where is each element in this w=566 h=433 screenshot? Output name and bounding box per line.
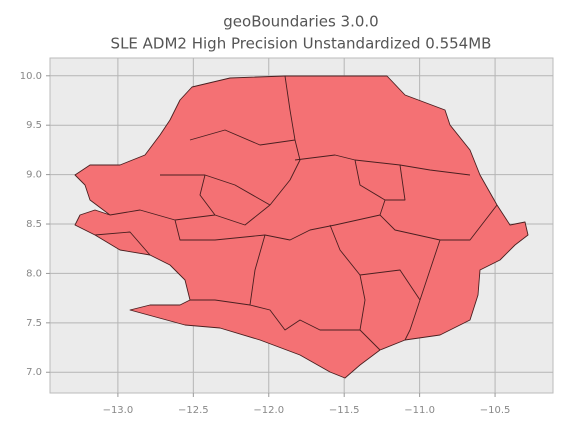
x-tick-label: −11.0 [404, 405, 435, 416]
y-tick-label: 9.0 [26, 170, 42, 181]
chart-subtitle: SLE ADM2 High Precision Unstandardized 0… [111, 35, 492, 53]
map [74, 75, 529, 379]
country-outline [74, 75, 529, 379]
y-tick-label: 7.5 [26, 318, 42, 329]
y-tick-label: 8.0 [26, 268, 42, 279]
x-tick-label: −12.5 [178, 405, 209, 416]
chart-title: geoBoundaries 3.0.0 [223, 13, 378, 31]
y-tick-label: 8.5 [26, 219, 42, 230]
x-tick-label: −13.0 [103, 405, 134, 416]
y-tick-label: 7.0 [26, 367, 42, 378]
x-tick-label: −12.0 [253, 405, 284, 416]
x-tick-label: −11.5 [329, 405, 360, 416]
district-borders [94, 75, 498, 351]
x-tick-label: −10.5 [480, 405, 511, 416]
y-tick-label: 10.0 [20, 71, 42, 82]
y-tick-label: 9.5 [26, 120, 42, 131]
